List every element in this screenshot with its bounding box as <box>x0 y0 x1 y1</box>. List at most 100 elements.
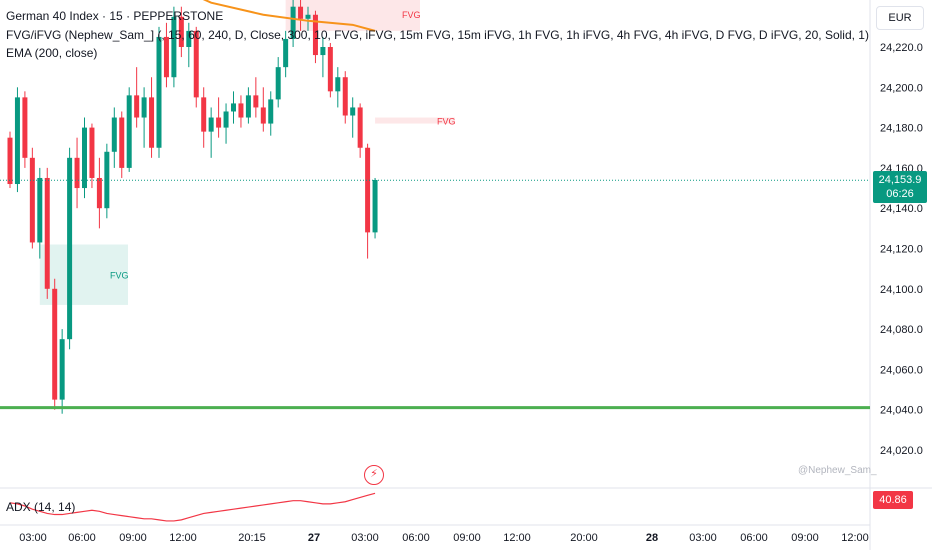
candle-body <box>365 147 371 233</box>
y-tick-label: 24,120.0 <box>880 244 923 256</box>
x-tick-label: 28 <box>646 532 658 544</box>
candle-body <box>171 16 177 78</box>
y-tick-label: 24,180.0 <box>880 123 923 135</box>
candle-body <box>89 127 95 178</box>
fvg-zone-label: FVG <box>402 10 421 20</box>
candle-body <box>126 95 132 168</box>
x-tick-label: 09:00 <box>453 532 481 544</box>
candle-body <box>298 6 304 19</box>
x-tick-label: 06:00 <box>402 532 430 544</box>
candle-body <box>290 6 296 39</box>
candle-body <box>186 30 192 47</box>
lightning-icon[interactable]: ⚡ <box>364 465 384 485</box>
x-tick-label: 03:00 <box>19 532 47 544</box>
fvg-zone <box>375 117 455 124</box>
candle-body <box>260 107 266 124</box>
adx-value-badge: 40.86 <box>873 491 913 509</box>
candle-body <box>305 14 311 19</box>
x-tick-label: 27 <box>308 532 320 544</box>
ema-path <box>202 0 376 32</box>
candle-body <box>96 177 102 209</box>
last-price-value: 24,153.9 <box>878 174 922 186</box>
candle-body <box>134 95 140 118</box>
candle-body <box>320 47 326 56</box>
time-axis[interactable]: 03:00 06:00 09:00 12:00 20:15 27 03:00 06:00 09:… <box>19 532 869 544</box>
price-axis[interactable]: 24,220.024,200.024,180.024,160.024,140.0… <box>880 42 923 457</box>
candle-body <box>335 77 341 92</box>
candle-body <box>37 177 43 243</box>
y-tick-label: 24,040.0 <box>880 405 923 417</box>
candle-body <box>29 157 35 243</box>
x-tick-label: 06:00 <box>68 532 96 544</box>
y-tick-label: 24,020.0 <box>880 445 923 457</box>
x-tick-label: 12:00 <box>169 532 197 544</box>
price-levels <box>0 179 870 410</box>
fvg-zone-label: FVG <box>437 117 456 127</box>
candle-body <box>59 339 65 400</box>
candle-body <box>357 107 363 148</box>
x-tick-label: 20:15 <box>238 532 266 544</box>
candle-body <box>193 30 199 98</box>
y-tick-label: 24,100.0 <box>880 284 923 296</box>
candle-body <box>312 14 318 56</box>
candle-body <box>7 137 13 185</box>
candle-body <box>111 117 117 152</box>
candle-body <box>201 97 207 132</box>
candle-body <box>141 97 147 118</box>
candle-body <box>178 16 184 47</box>
chart-title[interactable]: German 40 Index · 15 · PEPPERSTONE <box>6 9 224 23</box>
candle-body <box>342 77 348 116</box>
candle-body <box>119 117 125 168</box>
candle-body <box>163 36 169 78</box>
candle-body <box>268 99 274 124</box>
candle-body <box>216 117 222 128</box>
x-tick-label: 03:00 <box>351 532 379 544</box>
candle-body <box>275 67 281 100</box>
candle-body <box>156 36 162 148</box>
adx-pane <box>9 492 376 522</box>
y-tick-label: 24,080.0 <box>880 324 923 336</box>
y-tick-label: 24,060.0 <box>880 364 923 376</box>
y-tick-label: 24,140.0 <box>880 203 923 215</box>
last-price-badge: 24,153.9 06:26 <box>873 171 927 203</box>
x-tick-label: 03:00 <box>689 532 717 544</box>
x-tick-label: 06:00 <box>740 532 768 544</box>
x-tick-label: 20:00 <box>570 532 598 544</box>
fvg-zone-label: FVG <box>110 271 129 281</box>
x-tick-label: 12:00 <box>503 532 531 544</box>
y-tick-label: 24,220.0 <box>880 42 923 54</box>
candle-body <box>372 179 378 233</box>
author-watermark: @Nephew_Sam_ <box>798 465 877 476</box>
candle-body <box>283 38 289 68</box>
candle-body <box>52 288 58 400</box>
candle-body <box>350 107 356 116</box>
candle-body <box>208 117 214 132</box>
countdown-timer: 06:26 <box>886 188 914 200</box>
currency-selector[interactable]: EUR <box>876 6 924 30</box>
candle-body <box>104 151 110 209</box>
candles <box>7 0 378 414</box>
candle-body <box>327 47 333 92</box>
candle-body <box>67 157 73 340</box>
candle-body <box>238 103 244 118</box>
candle-body <box>14 97 20 185</box>
candle-body <box>82 127 87 189</box>
candle-body <box>44 177 50 289</box>
candle-body <box>74 157 80 189</box>
adx-legend[interactable]: ADX (14, 14) <box>6 500 76 514</box>
x-tick-label: 09:00 <box>791 532 819 544</box>
fvg-zones: FVG FVG FVG <box>39 0 456 305</box>
candle-body <box>22 97 28 158</box>
fvg-indicator-legend[interactable]: FVG/iFVG (Nephew_Sam_] (, 15, 60, 240, D… <box>6 28 869 42</box>
ema-indicator-legend[interactable]: EMA (200, close) <box>6 46 98 60</box>
x-tick-label: 12:00 <box>841 532 869 544</box>
candle-body <box>231 103 236 112</box>
adx-line <box>9 492 376 522</box>
x-tick-label: 09:00 <box>119 532 147 544</box>
candle-body <box>223 111 229 128</box>
y-tick-label: 24,200.0 <box>880 82 923 94</box>
candle-body <box>253 95 259 108</box>
candle-body <box>149 97 155 148</box>
